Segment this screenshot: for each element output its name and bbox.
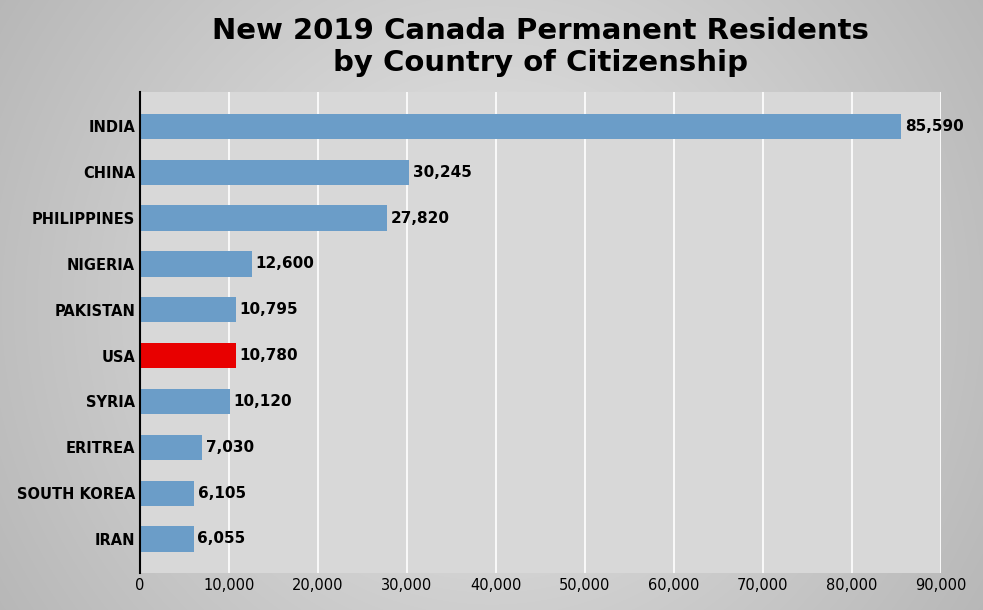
Text: 12,600: 12,600 [256, 256, 315, 271]
Bar [140, 160, 409, 185]
Text: 27,820: 27,820 [391, 210, 450, 226]
Text: 10,120: 10,120 [234, 394, 292, 409]
Bar [140, 435, 202, 460]
Text: 85,590: 85,590 [905, 119, 963, 134]
Text: 6,105: 6,105 [198, 486, 246, 501]
Bar [140, 389, 230, 414]
Bar [140, 251, 252, 276]
Bar [140, 526, 194, 551]
Bar [140, 206, 387, 231]
Text: 30,245: 30,245 [413, 165, 472, 180]
Bar [140, 297, 236, 322]
Bar [140, 481, 195, 506]
Text: 10,795: 10,795 [240, 303, 298, 317]
Bar [140, 114, 901, 139]
Text: 7,030: 7,030 [206, 440, 255, 455]
Text: 6,055: 6,055 [198, 531, 246, 547]
Title: New 2019 Canada Permanent Residents
by Country of Citizenship: New 2019 Canada Permanent Residents by C… [212, 16, 869, 77]
Bar [140, 343, 236, 368]
Text: 10,780: 10,780 [240, 348, 298, 363]
